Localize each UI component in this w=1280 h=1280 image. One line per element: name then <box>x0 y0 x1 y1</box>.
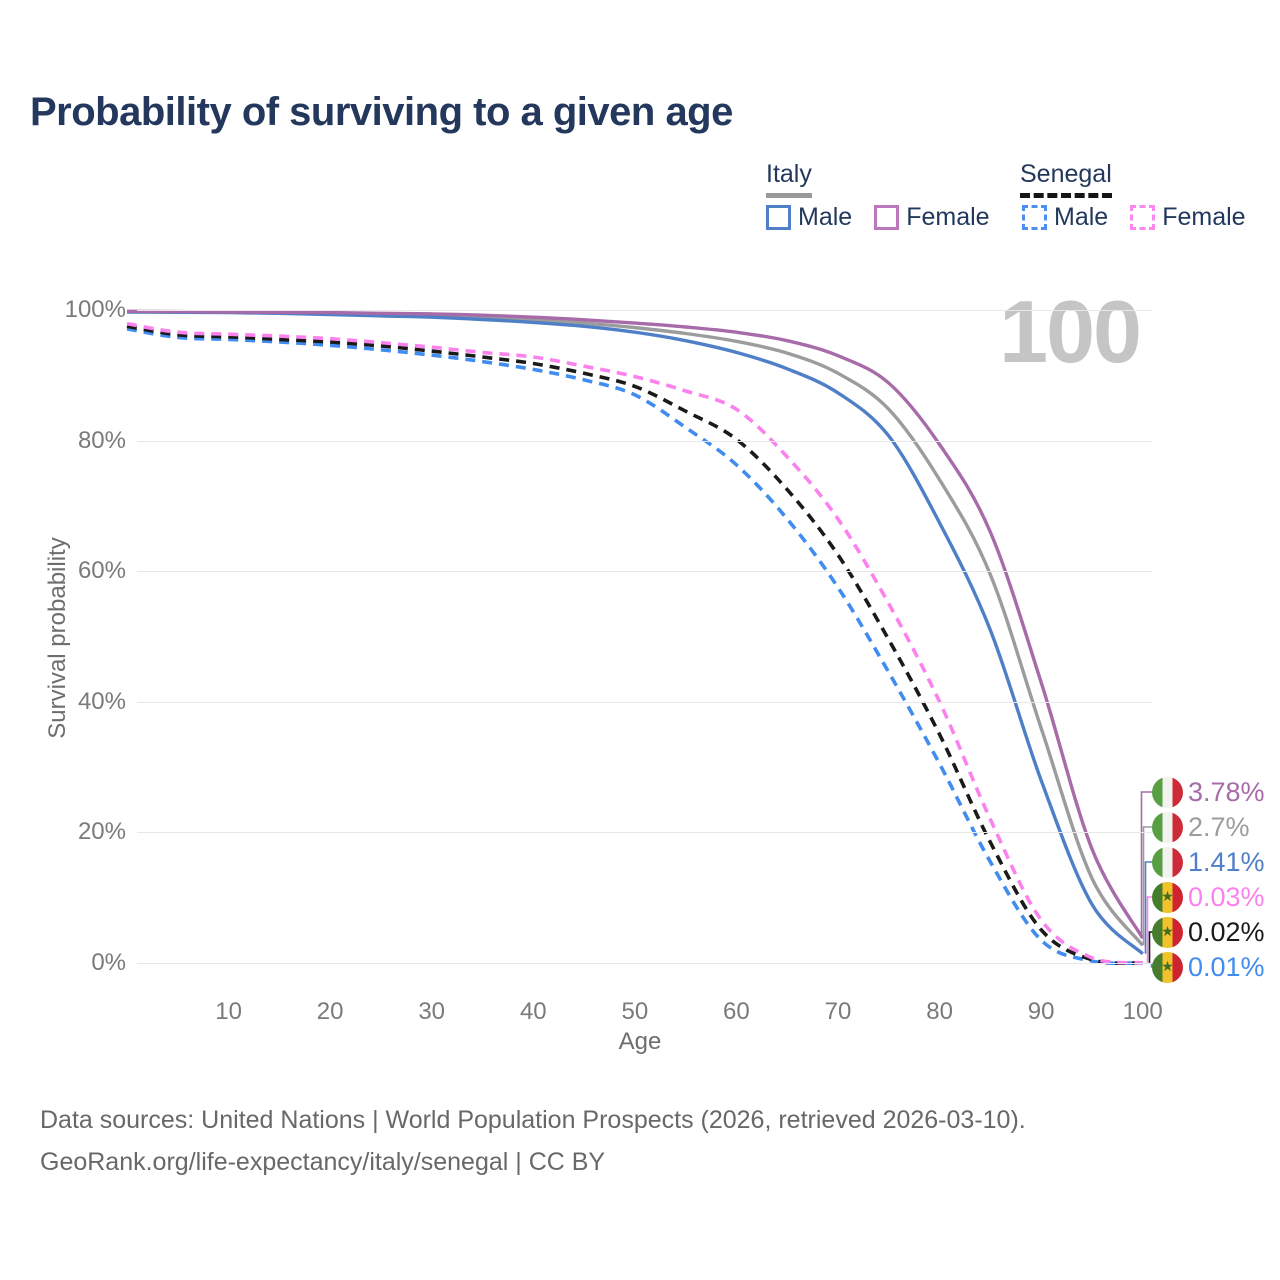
x-tick-label: 30 <box>418 998 446 1025</box>
gridline-60 <box>137 571 1152 573</box>
y-tick-label: 40% <box>77 687 126 715</box>
x-tick-label: 90 <box>1027 998 1055 1025</box>
y-tick-label: 100% <box>64 296 126 323</box>
footer-sources: Data sources: United Nations | World Pop… <box>40 1106 1026 1134</box>
end-label-italy-male: 1.41% <box>1152 845 1265 879</box>
end-label-value: 2.7% <box>1188 811 1250 842</box>
gridline-40 <box>137 701 1152 703</box>
end-label-italy-both: 2.7% <box>1152 810 1250 844</box>
italy-male-swatch-icon <box>766 205 791 230</box>
gridline-100 <box>137 310 1152 311</box>
curve-senegal-male <box>126 327 1143 966</box>
end-label-value: 0.01% <box>1188 951 1265 982</box>
italy-flag-icon <box>1152 811 1183 843</box>
legend-item-label: Male <box>1054 203 1109 231</box>
end-label-value: 3.78% <box>1188 776 1265 807</box>
footer-attribution[interactable]: GeoRank.org/life-expectancy/italy/senega… <box>40 1148 606 1176</box>
x-tick-label: 80 <box>926 998 953 1025</box>
end-label-value: 1.41% <box>1188 846 1265 877</box>
end-label-value: 0.02% <box>1188 916 1265 947</box>
x-tick-label: 20 <box>316 998 344 1025</box>
x-tick-label: 60 <box>723 998 750 1025</box>
end-label-connector <box>1142 826 1154 946</box>
x-axis-title: Age <box>618 1028 662 1055</box>
senegal-flag-icon <box>1152 881 1183 913</box>
curve-senegal-female <box>126 321 1143 965</box>
legend-item-label: Female <box>1162 203 1246 231</box>
end-label-senegal-male: 0.01% <box>1152 950 1265 984</box>
legend-item-senegal-female[interactable]: Female <box>1130 203 1246 232</box>
gridline-20 <box>137 832 1152 834</box>
end-label-connector <box>1140 791 1154 939</box>
y-tick-label: 0% <box>91 949 126 976</box>
legend-item-senegal-male[interactable]: Male <box>1022 203 1108 232</box>
end-label-value: 0.03% <box>1188 881 1265 912</box>
end-label-senegal-both: 0.02% <box>1152 915 1265 949</box>
legend-item-italy-male[interactable]: Male <box>766 203 852 232</box>
end-label-senegal-female: 0.03% <box>1152 880 1265 914</box>
x-tick-label: 10 <box>215 998 242 1025</box>
y-tick-label: 80% <box>77 426 126 454</box>
curve-italy-male <box>126 310 1144 956</box>
legend-items-senegal: Male Female <box>1022 203 1246 232</box>
x-tick-label: 50 <box>621 998 649 1025</box>
y-tick-label: 60% <box>77 557 126 585</box>
x-tick-label: 100 <box>1122 998 1163 1025</box>
curve-senegal-both-sexes <box>126 324 1143 965</box>
italy-female-swatch-icon <box>874 205 900 230</box>
gridline-80 <box>137 440 1152 442</box>
legend-item-italy-female[interactable]: Female <box>874 203 990 232</box>
legend-item-label: Female <box>906 203 990 231</box>
age-watermark: 100 <box>999 282 1142 381</box>
end-label-connector <box>1144 861 1154 954</box>
senegal-female-swatch-icon <box>1130 205 1156 230</box>
senegal-flag-icon <box>1152 916 1183 948</box>
legend-country-senegal[interactable]: Senegal <box>1020 160 1112 198</box>
y-tick-label: 20% <box>77 818 126 846</box>
curve-italy-female <box>126 309 1145 940</box>
italy-flag-icon <box>1152 776 1183 808</box>
senegal-male-swatch-icon <box>1022 205 1047 230</box>
x-tick-label: 70 <box>824 998 852 1025</box>
x-tick-label: 40 <box>519 998 547 1025</box>
italy-flag-icon <box>1152 846 1183 878</box>
senegal-flag-icon <box>1152 951 1183 983</box>
legend-item-label: Male <box>798 203 853 231</box>
legend-country-italy[interactable]: Italy <box>766 160 812 198</box>
end-label-italy-female: 3.78% <box>1152 775 1265 809</box>
page-title: Probability of surviving to a given age <box>30 90 733 134</box>
legend-group-senegal-header[interactable]: Senegal <box>1020 160 1112 198</box>
gridline-0 <box>137 963 1152 964</box>
legend-group-italy-header[interactable]: Italy <box>766 160 812 198</box>
legend-items-italy: Male Female <box>766 203 990 232</box>
